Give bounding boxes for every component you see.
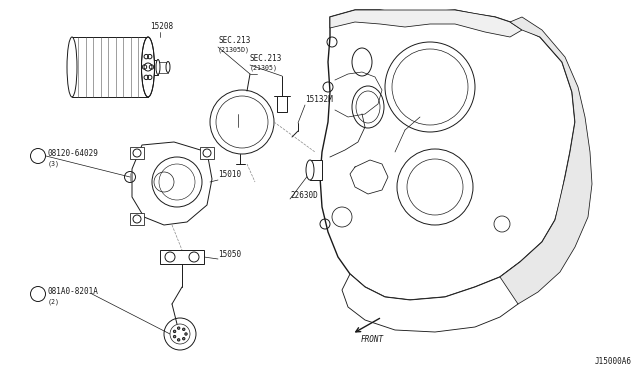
Circle shape bbox=[185, 333, 187, 335]
Text: (2): (2) bbox=[48, 299, 60, 305]
Bar bbox=[130, 213, 144, 225]
Circle shape bbox=[173, 330, 176, 333]
Text: 15132M: 15132M bbox=[305, 95, 333, 104]
Text: FRONT: FRONT bbox=[360, 335, 383, 344]
Circle shape bbox=[173, 336, 176, 338]
Text: 15208: 15208 bbox=[150, 22, 173, 31]
Text: (21305D): (21305D) bbox=[218, 46, 250, 53]
Polygon shape bbox=[320, 10, 575, 300]
Ellipse shape bbox=[141, 37, 154, 97]
Polygon shape bbox=[500, 17, 592, 304]
Bar bbox=[277, 96, 287, 112]
Text: 15050: 15050 bbox=[218, 250, 241, 259]
Ellipse shape bbox=[306, 160, 314, 180]
Bar bbox=[200, 147, 214, 159]
Bar bbox=[148, 60, 158, 74]
Bar bbox=[158, 61, 168, 73]
Text: B: B bbox=[36, 291, 40, 296]
Text: SEC.213: SEC.213 bbox=[250, 54, 282, 63]
Circle shape bbox=[31, 286, 45, 301]
Circle shape bbox=[177, 327, 180, 329]
Circle shape bbox=[31, 148, 45, 164]
Text: 15010: 15010 bbox=[218, 170, 241, 179]
Text: (21305): (21305) bbox=[250, 64, 278, 71]
Circle shape bbox=[182, 337, 185, 340]
Circle shape bbox=[177, 339, 180, 341]
Bar bbox=[310, 160, 322, 180]
Text: 08120-64029: 08120-64029 bbox=[48, 150, 99, 158]
Ellipse shape bbox=[156, 60, 160, 74]
Text: J15000A6: J15000A6 bbox=[595, 357, 632, 366]
Text: SEC.213: SEC.213 bbox=[218, 36, 250, 45]
Text: 22630D: 22630D bbox=[290, 191, 317, 200]
Circle shape bbox=[182, 328, 185, 330]
Polygon shape bbox=[330, 10, 522, 37]
Polygon shape bbox=[342, 262, 520, 332]
Polygon shape bbox=[132, 142, 212, 225]
Bar bbox=[160, 250, 204, 264]
Bar bbox=[130, 147, 144, 159]
Ellipse shape bbox=[67, 37, 77, 97]
Text: B: B bbox=[36, 153, 40, 158]
Bar bbox=[72, 37, 148, 97]
Ellipse shape bbox=[166, 61, 170, 73]
Text: 081A0-8201A: 081A0-8201A bbox=[48, 288, 99, 296]
Text: (3): (3) bbox=[48, 161, 60, 167]
